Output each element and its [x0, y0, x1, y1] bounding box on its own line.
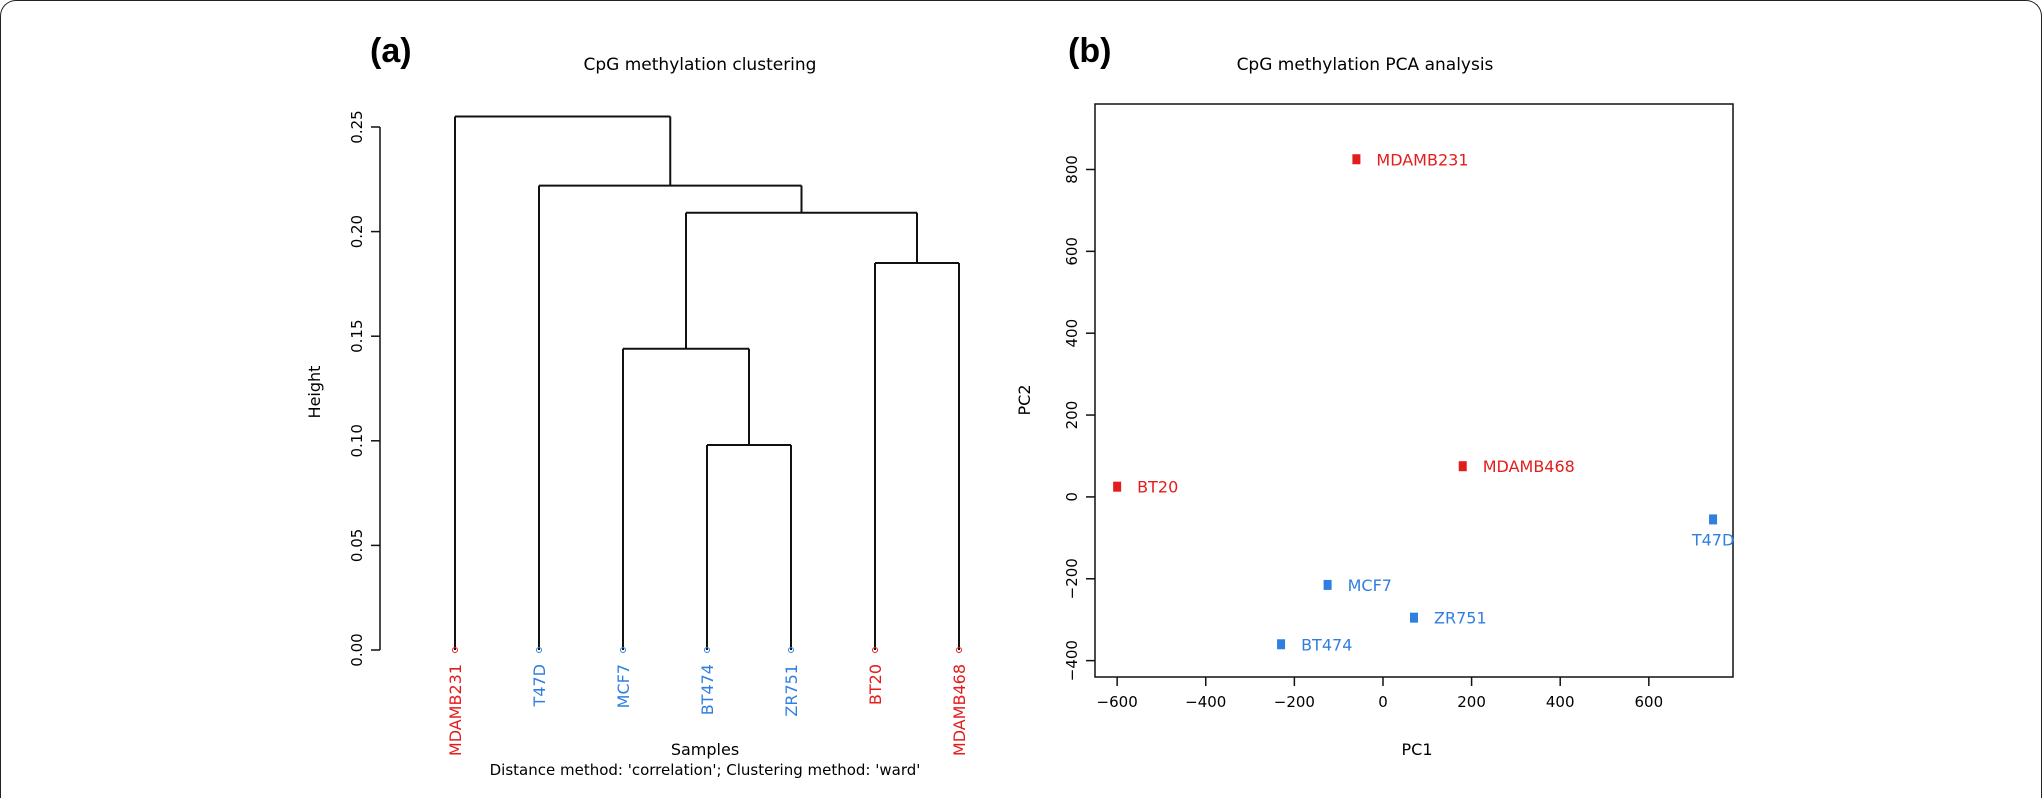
pca-x-tick-label: −400	[1185, 693, 1226, 711]
pca-x-tick-label: 0	[1378, 693, 1388, 711]
dendro-leaf-marker	[452, 647, 458, 653]
pca-point-zr751: ZR751	[1410, 609, 1487, 628]
panel-a-title: CpG methylation clustering	[584, 55, 817, 75]
pca-y-tick-label: 600	[1063, 237, 1081, 266]
panel-a-subtitle: Distance method: 'correlation'; Clusteri…	[490, 761, 921, 779]
pca-x-tick-label: −600	[1097, 693, 1138, 711]
dendro-leaf-marker	[956, 647, 962, 653]
pca-point-label: MDAMB231	[1376, 150, 1468, 169]
pca-point-label: BT20	[1137, 478, 1178, 497]
dendro-y-tick-label: 0.15	[348, 319, 366, 352]
pca-y-tick-label: −400	[1063, 640, 1081, 681]
dendro-leaf-label-bt474: BT474	[698, 664, 717, 715]
dendro-merge	[685, 211, 918, 349]
pca-y-tick-label: 200	[1063, 401, 1081, 430]
dendro-merge	[874, 261, 960, 650]
pca-point-mdamb468: MDAMB468	[1458, 457, 1575, 476]
pca-point-marker	[1410, 612, 1418, 623]
pca-y-tick-label: −200	[1063, 558, 1081, 599]
dendro-merge	[622, 347, 750, 650]
panel-a-label: (a)	[370, 32, 412, 70]
pca-point-label: MDAMB468	[1483, 457, 1575, 476]
pca-plot: −600 −400 −200 0 200 400 600 −400 −200 0 200 400 600…	[1063, 103, 1734, 711]
pca-point-label: MCF7	[1348, 576, 1392, 595]
pca-point-label: ZR751	[1434, 609, 1487, 628]
pca-point-marker	[1709, 514, 1718, 525]
pca-point-mdamb231: MDAMB231	[1352, 150, 1469, 169]
pca-x-tick-label: 400	[1546, 693, 1575, 711]
dendro-leaf-label-mdamb468: MDAMB468	[950, 664, 969, 756]
pca-point-label: T47D	[1691, 530, 1734, 549]
pca-point-mcf7: MCF7	[1323, 576, 1392, 595]
panel-a-xlabel: Samples	[671, 740, 739, 759]
panel-b-ylabel: PC2	[1015, 385, 1034, 416]
pca-y-tick-label: 400	[1063, 319, 1081, 348]
dendro-leaf-marker	[536, 647, 542, 653]
pca-x-tick-label: −200	[1274, 693, 1315, 711]
dendro-leaf-label-mcf7: MCF7	[614, 664, 633, 708]
pca-point-marker	[1458, 461, 1467, 472]
dendro-y-tick-label: 0.10	[348, 424, 366, 457]
pca-point-bt474: BT474	[1277, 635, 1352, 654]
pca-x-tick-label: 600	[1634, 693, 1663, 711]
panel-b-title: CpG methylation PCA analysis	[1237, 55, 1494, 75]
dendro-merge	[454, 115, 672, 650]
dendro-leaf-label-t47d: T47D	[530, 664, 549, 707]
dendro-merge	[538, 184, 803, 650]
pca-plot-box	[1094, 103, 1734, 678]
dendro-leaf-label-mdamb231: MDAMB231	[446, 664, 465, 756]
pca-point-marker	[1277, 639, 1286, 650]
dendro-leaf-marker	[788, 647, 794, 653]
dendro-y-tick-label: 0.20	[348, 215, 366, 248]
panel-b-xlabel: PC1	[1402, 740, 1433, 759]
pca-point-label: BT474	[1301, 635, 1352, 654]
pca-point-bt20: BT20	[1113, 478, 1178, 497]
dendro-leaf-marker	[872, 647, 878, 653]
pca-y-tick-label: 0	[1063, 492, 1081, 502]
dendro-leaf-label-bt20: BT20	[866, 664, 885, 705]
dendro-leaf-marker	[704, 647, 710, 653]
dendro-leaf-label-zr751: ZR751	[782, 664, 801, 717]
dendro-y-tick-label: 0.00	[348, 633, 366, 666]
panel-b-label: (b)	[1068, 32, 1111, 70]
pca-point-t47d: T47D	[1691, 514, 1734, 549]
dendro-y-tick-label: 0.05	[348, 529, 366, 562]
pca-point-marker	[1323, 579, 1332, 590]
pca-point-marker	[1113, 481, 1122, 492]
pca-x-tick-label: 200	[1457, 693, 1486, 711]
pca-point-marker	[1352, 154, 1361, 165]
pca-y-tick-label: 800	[1063, 155, 1081, 184]
panel-a-ylabel: Height	[305, 366, 324, 419]
dendro-y-tick-label: 0.25	[348, 110, 366, 143]
dendrogram-plot: 0.00 0.05 0.10 0.15 0.20 0.25 MDAMB231 T47D MCF7…	[348, 110, 969, 756]
dendro-leaf-marker	[620, 647, 626, 653]
dendro-merge	[706, 443, 792, 650]
